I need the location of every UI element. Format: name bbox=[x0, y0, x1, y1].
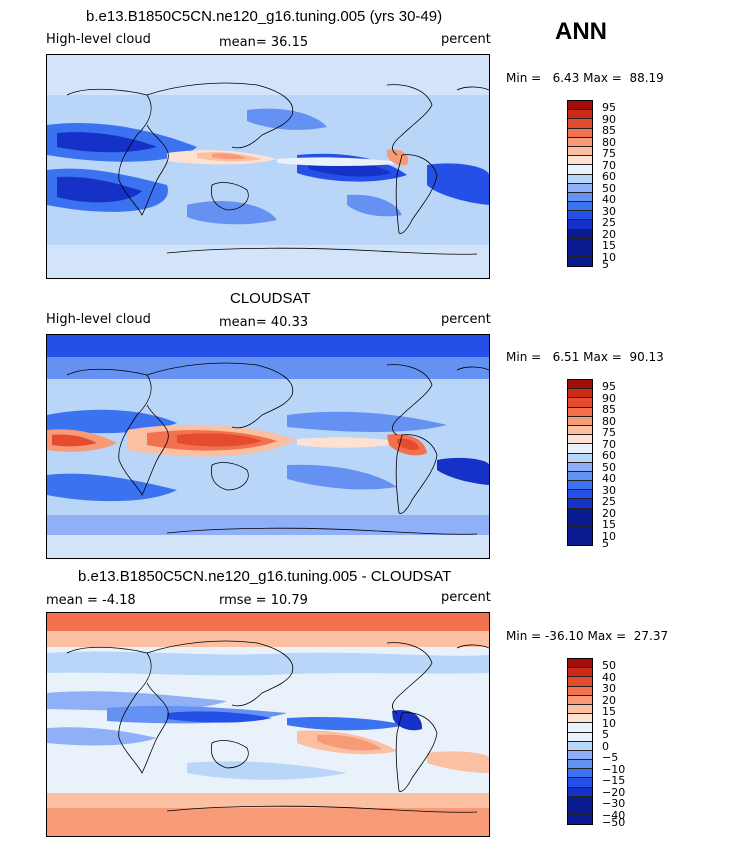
panel2-colorbar bbox=[567, 379, 593, 547]
season-label: ANN bbox=[555, 18, 607, 45]
panel2-mean: mean= 40.33 bbox=[219, 315, 309, 330]
panel3-title: b.e13.B1850C5CN.ne120_g16.tuning.005 - C… bbox=[78, 568, 452, 585]
panel1-minmax: Min = 6.43 Max = 88.19 bbox=[506, 71, 664, 85]
panel3-map bbox=[46, 612, 490, 837]
panel2-map bbox=[46, 334, 490, 559]
panel1-title: b.e13.B1850C5CN.ne120_g16.tuning.005 (yr… bbox=[86, 8, 443, 25]
panel3-rmse: rmse = 10.79 bbox=[219, 593, 308, 608]
panel3-colorbar bbox=[567, 658, 593, 826]
panel1-units: percent bbox=[441, 32, 491, 47]
panel2-title: CLOUDSAT bbox=[230, 290, 311, 307]
panel1-mean: mean= 36.15 bbox=[219, 35, 309, 50]
panel3-minmax: Min = -36.10 Max = 27.37 bbox=[506, 629, 669, 643]
panel1-map bbox=[46, 54, 490, 279]
panel1-field-label: High-level cloud bbox=[46, 32, 151, 47]
panel1-colorbar bbox=[567, 100, 593, 268]
panel3-units: percent bbox=[441, 590, 491, 605]
panel2-field-label: High-level cloud bbox=[46, 312, 151, 327]
panel2-units: percent bbox=[441, 312, 491, 327]
panel2-minmax: Min = 6.51 Max = 90.13 bbox=[506, 350, 664, 364]
panel3-mean: mean = -4.18 bbox=[46, 593, 136, 608]
